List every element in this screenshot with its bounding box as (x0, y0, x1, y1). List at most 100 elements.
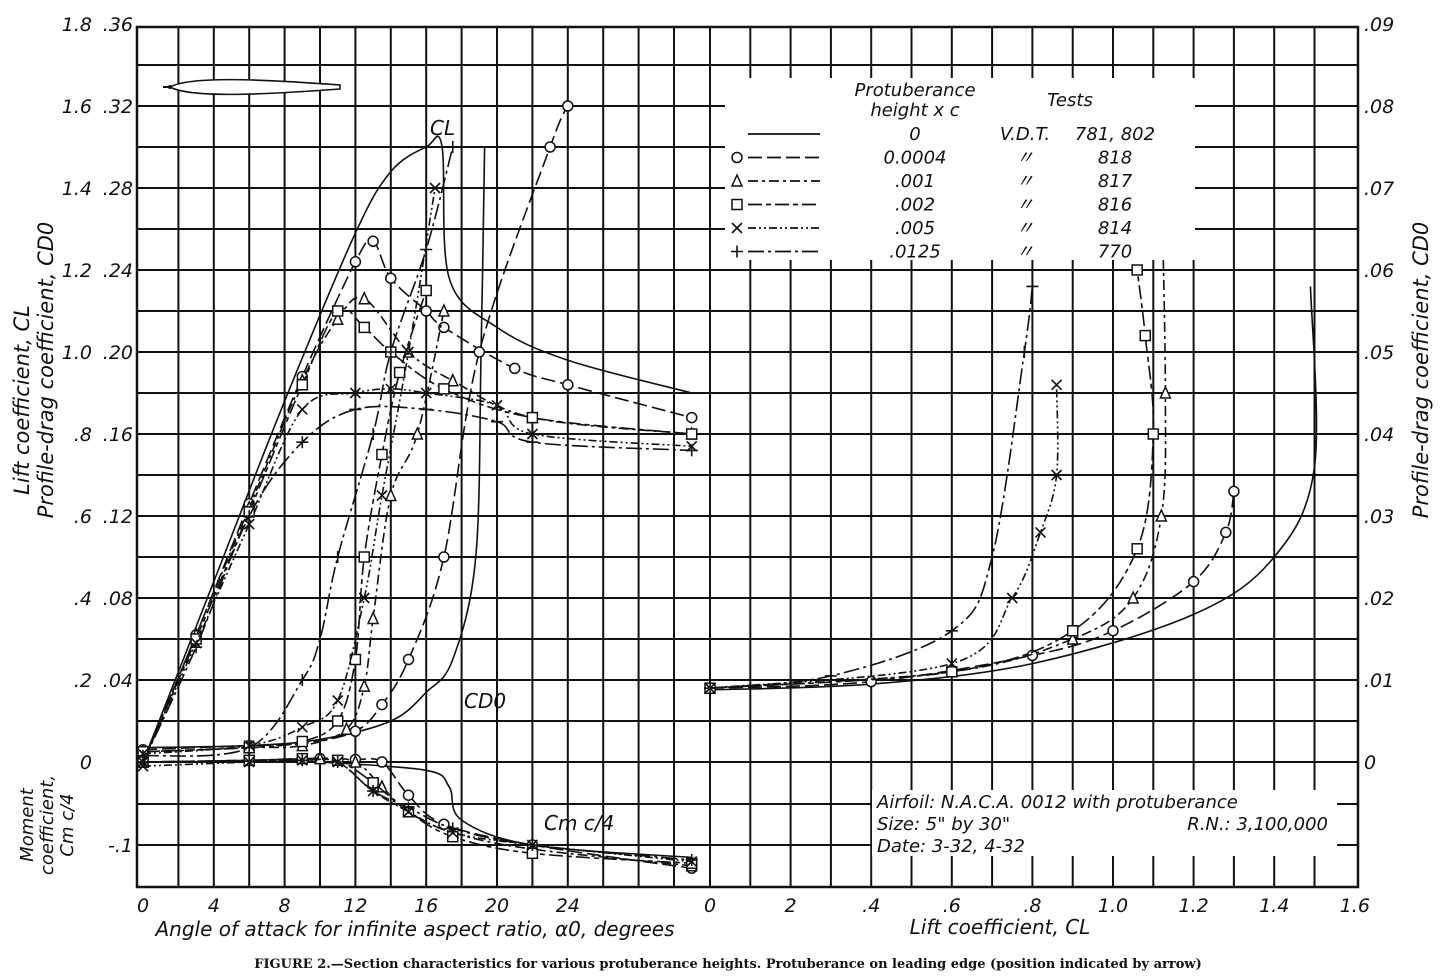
alpha-tick-label: 12 (343, 895, 367, 917)
moment-axis-title: Moment coefficient, Cm c/4 (17, 774, 78, 876)
alpha-axis-title: Angle of attack for infinite aspect rati… (153, 917, 674, 941)
lift-tick-label: 1.8 (62, 14, 92, 36)
legend-ditto: 〃 (1016, 195, 1034, 216)
cl-series-marker (358, 321, 370, 334)
legend-row: .001 〃 817 (730, 171, 1133, 192)
cl-series-marker (438, 383, 450, 395)
cl-tick-label: 1.0 (1098, 895, 1128, 917)
cd0-series-marker (367, 428, 380, 440)
legend-test: 781, 802 (1075, 124, 1155, 145)
polar-series-marker (1026, 280, 1039, 293)
lift-tick-label: .6 (74, 506, 92, 528)
cm-series-marker (685, 853, 698, 866)
cm-series-line (319, 761, 692, 859)
test-notes: Airfoil: N.A.C.A. 0012 with protuberance… (872, 790, 1337, 857)
cd0-series-line (142, 290, 427, 753)
lift-tick-label: 0 (80, 752, 92, 774)
drag-tick-label-right: .02 (1364, 588, 1394, 610)
cd0-series-marker (340, 721, 353, 735)
drag-tick-label-right: .03 (1364, 506, 1394, 528)
legend-marker-square (731, 198, 743, 211)
note-size: Size: 5" by 30" (877, 814, 1010, 835)
cd0-series-marker (243, 741, 256, 754)
legend-background (725, 78, 1195, 260)
annotation-cm: Cm c/4 (544, 811, 614, 835)
cl-series-marker (508, 362, 521, 375)
legend: Protuberance height x c Tests 0 V.D.T. 781… (725, 78, 1195, 263)
cm-series-marker (446, 822, 459, 835)
cl-series-marker (349, 256, 362, 268)
legend-marker-triangle (730, 173, 744, 187)
cd0-series-marker (296, 674, 309, 686)
legend-row: 0 V.D.T. 781, 802 (748, 124, 1155, 145)
drag-axis-title-right: Profile-drag coefficient, CD0 (1409, 222, 1433, 519)
cl-series-marker (685, 411, 698, 424)
cl-series-line (142, 135, 692, 763)
cd0-series-marker (446, 141, 459, 153)
plot-frame (135, 25, 1360, 889)
cl-series-marker (526, 436, 539, 449)
polar-series-marker (945, 624, 958, 637)
polar-series-marker (1107, 625, 1119, 637)
lift-tick-label: 1.4 (62, 178, 92, 200)
cl-series-line (142, 388, 692, 763)
legend-marker-plus (731, 245, 743, 258)
cd0-series-marker (402, 653, 415, 666)
drag-tick-label-left: .24 (103, 260, 133, 282)
polar-series-line (709, 384, 1059, 689)
legend-ditto: 〃 (1016, 218, 1034, 239)
lift-tick-label: 1.0 (62, 342, 92, 364)
drag-tick-label-left: .32 (103, 96, 133, 118)
polar-series-marker (946, 658, 958, 670)
lift-tick-label: .8 (74, 424, 92, 446)
legend-test: 770 (1098, 242, 1132, 263)
polar-series-line (709, 491, 1235, 689)
drag-axis-title-left: Profile-drag coefficient, CD0 (34, 222, 58, 519)
curves (136, 100, 1318, 874)
cm-series-marker (367, 785, 380, 798)
legend-test: 817 (1098, 171, 1133, 192)
cm-series-marker (331, 756, 344, 768)
legend-row: .002 〃 816 (731, 195, 1132, 216)
cd0-series-marker (393, 366, 406, 379)
alpha-tick-label: 0 (704, 895, 716, 917)
cm-series-marker (526, 839, 539, 851)
lift-axis-title: Lift coefficient, CL (10, 305, 34, 495)
legend-height: .002 (895, 195, 935, 216)
polar-series-marker (1159, 385, 1172, 399)
cd0-series-marker (437, 303, 451, 317)
legend-ditto: 〃 (1016, 148, 1034, 169)
drag-tick-label-left: .28 (103, 178, 133, 200)
cd0-series-marker (358, 678, 371, 692)
drag-tick-label-right: .06 (1364, 260, 1394, 282)
legend-header-height-2: height x c (870, 100, 959, 121)
drag-tick-label-right: .04 (1364, 424, 1394, 446)
cd0-series-marker (376, 698, 388, 711)
cl-series-marker (446, 372, 459, 387)
legend-height: .0125 (889, 242, 941, 263)
drag-tick-label-right: .08 (1364, 96, 1394, 118)
cd0-series-marker (544, 141, 556, 153)
legend-row: .0125 〃 770 (731, 242, 1132, 263)
cl-tick-label: .4 (862, 895, 880, 917)
cm-series-marker (349, 754, 362, 768)
airfoil-section-icon (163, 78, 341, 96)
polar-series-marker (1131, 264, 1143, 276)
cl-series-marker (526, 411, 539, 424)
cl-series-marker (685, 428, 698, 440)
cd0-series-marker (314, 633, 326, 645)
cm-series-marker (402, 789, 415, 801)
cd0-series-marker (473, 346, 486, 358)
cl-series-marker (526, 428, 538, 440)
polar-series-marker (865, 675, 877, 688)
annotation-cd0: CD0 (464, 689, 506, 713)
note-airfoil: Airfoil: N.A.C.A. 0012 with protuberance (876, 792, 1238, 813)
polar-series-marker (1066, 625, 1079, 637)
cm-series-marker (375, 779, 389, 793)
cl-series-marker (367, 235, 379, 248)
polar-series-marker (1051, 469, 1063, 481)
polar-series-marker (1187, 575, 1200, 588)
drag-tick-label-right: .05 (1364, 342, 1394, 364)
cl-series-marker (331, 305, 344, 317)
drag-tick-label-left: .16 (103, 424, 133, 446)
